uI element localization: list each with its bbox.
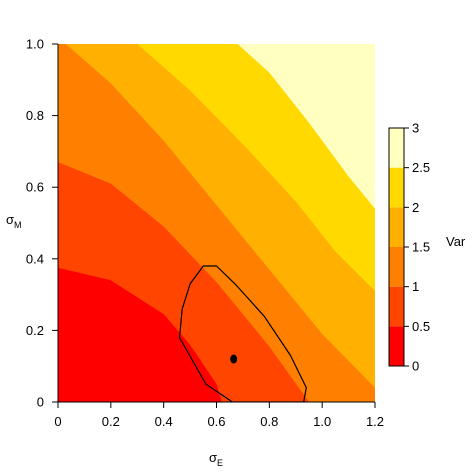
y-tick-label: 1.0: [26, 37, 44, 52]
legend-tick-label: 1: [412, 279, 419, 294]
y-tick-label: 0.8: [26, 108, 44, 123]
legend: 0 0.5 1 1.5 2 2.5 3: [388, 121, 430, 374]
legend-tick-label: 0: [412, 359, 419, 374]
legend-tick-label: 2: [412, 200, 419, 215]
overlay-layer: [178, 265, 307, 402]
legend-swatch: [389, 286, 404, 327]
legend-swatch: [389, 128, 404, 168]
legend-tick-label: 1.5: [412, 240, 430, 255]
point-estimate: [230, 354, 238, 364]
x-tick-label: 0.6: [207, 414, 225, 429]
legend-tick-label: 3: [412, 121, 419, 136]
contour-band-5: [237, 44, 375, 209]
legend-title: Var: [446, 234, 466, 249]
x-axis-label: σE: [209, 450, 223, 468]
x-tick-label: 0.8: [260, 414, 278, 429]
x-tick-label: 0.2: [102, 414, 120, 429]
x-tick-label: 0: [54, 414, 61, 429]
y-tick-label: 0.6: [26, 180, 44, 195]
legend-tick-label: 2.5: [412, 160, 430, 175]
legend-swatch: [389, 207, 404, 247]
y-tick-label: 0: [37, 395, 44, 410]
contour-band-6: [319, 44, 375, 130]
x-tick-label: 1.2: [366, 414, 384, 429]
confidence-region: [178, 265, 307, 402]
legend-swatch: [389, 247, 404, 287]
x-tick-label: 0.4: [155, 414, 173, 429]
x-tick-label: 1.0: [313, 414, 331, 429]
axes: 0 0.2 0.4 0.6 0.8 1.0 1.2 0 0.2 0.4 0.6 0.8 1.0: [26, 37, 384, 430]
y-tick-label: 0.4: [26, 251, 44, 266]
contour-bands: [58, 44, 375, 402]
legend-swatch: [389, 167, 404, 208]
y-tick-label: 0.2: [26, 323, 44, 338]
y-axis-label: σM: [6, 212, 22, 230]
legend-tick-label: 0.5: [412, 319, 430, 334]
legend-swatch: [389, 326, 404, 366]
